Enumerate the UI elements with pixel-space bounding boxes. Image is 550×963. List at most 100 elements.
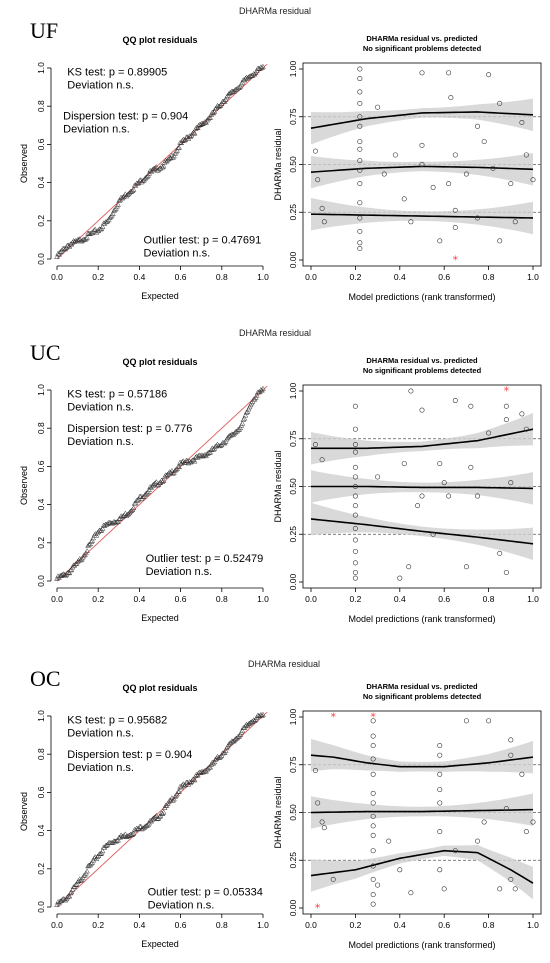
resid-y-tick-label: 0.75	[288, 108, 298, 125]
qq-point	[171, 796, 177, 802]
qq-x-tick-label: 0.6	[175, 594, 187, 604]
qq-point	[128, 507, 135, 513]
resid-point	[370, 863, 376, 869]
resid-point	[486, 430, 492, 436]
qq-y-tick-label: 1.0	[36, 384, 46, 396]
qq-point	[243, 409, 250, 415]
qq-point	[171, 153, 177, 159]
qq-point	[135, 179, 142, 185]
qq-point	[160, 477, 167, 483]
panel-label: UF	[30, 18, 58, 43]
qq-point	[226, 741, 232, 747]
qq-y-tick-label: 0.6	[36, 460, 46, 472]
qq-x-tick-label: 0.0	[51, 594, 63, 604]
qq-point	[66, 893, 73, 899]
resid-point	[321, 219, 327, 225]
qq-point	[115, 201, 121, 207]
qq-test-deviation: Deviation n.s.	[67, 762, 134, 774]
resid-x-tick-label: 0.0	[305, 272, 317, 282]
qq-title: QQ plot residuals	[122, 683, 197, 693]
resid-point	[352, 548, 358, 554]
qq-point	[222, 96, 229, 102]
resid-title: DHARMa residual vs. predicted	[366, 682, 478, 691]
qq-point	[103, 521, 110, 527]
qq-point	[139, 826, 145, 832]
qq-point	[89, 537, 96, 543]
resid-point	[357, 215, 363, 221]
resid-x-label: Model predictions (rank transformed)	[348, 940, 495, 950]
qq-point	[170, 470, 176, 476]
qq-point	[230, 88, 236, 94]
qq-point	[132, 500, 139, 506]
resid-quantile-line	[310, 808, 534, 814]
qq-point	[60, 895, 67, 901]
qq-point	[207, 764, 214, 770]
qq-y-tick-label: 0.6	[36, 138, 46, 150]
qq-point	[73, 881, 80, 887]
resid-point	[370, 733, 376, 739]
resid-point	[375, 104, 381, 110]
qq-point	[130, 505, 137, 511]
qq-x-tick-label: 0.6	[175, 920, 187, 930]
resid-point	[312, 148, 318, 154]
qq-point	[136, 493, 143, 499]
resid-point	[523, 426, 529, 432]
qq-point	[205, 116, 211, 122]
qq-point	[87, 231, 93, 237]
qq-title: QQ plot residuals	[122, 35, 197, 45]
qq-y-label: Observed	[19, 466, 29, 505]
qq-x-tick-label: 0.4	[133, 920, 145, 930]
resid-y-tick-label: 1.00	[288, 382, 298, 399]
resid-point	[497, 550, 503, 556]
resid-point	[352, 426, 358, 432]
qq-point	[239, 727, 246, 733]
resid-point	[321, 825, 327, 831]
resid-point	[370, 771, 376, 777]
qq-point	[62, 572, 69, 578]
super-title: DHARMa residual	[239, 6, 311, 16]
resid-title: DHARMa residual vs. predicted	[366, 34, 478, 43]
qq-x-tick-label: 0.2	[92, 594, 104, 604]
qq-test-result: KS test: p = 0.89905	[67, 67, 167, 79]
qq-point	[165, 470, 172, 476]
qq-test-result: Dispersion test: p = 0.904	[67, 749, 192, 761]
resid-point	[357, 66, 363, 72]
qq-point	[181, 782, 188, 788]
qq-point	[93, 229, 100, 235]
resid-point	[486, 72, 492, 78]
resid-point	[415, 503, 421, 509]
qq-point	[259, 712, 265, 718]
resid-point	[357, 114, 363, 120]
resid-point	[519, 119, 525, 125]
qq-point	[143, 823, 149, 829]
resid-point	[419, 70, 425, 76]
qq-point	[67, 890, 74, 896]
resid-y-tick-label: 0.25	[288, 852, 298, 869]
qq-point	[232, 87, 238, 93]
resid-quantile-line	[310, 111, 534, 129]
qq-y-tick-label: 0.8	[36, 422, 46, 434]
resid-point	[512, 219, 518, 225]
resid-point	[408, 890, 414, 896]
resid-y-tick-label: 0.25	[288, 204, 298, 221]
qq-point	[176, 464, 182, 470]
resid-point	[474, 493, 480, 499]
qq-x-tick-label: 1.0	[257, 594, 269, 604]
qq-point	[181, 137, 188, 143]
qq-point	[237, 731, 244, 737]
qq-test-deviation: Deviation n.s.	[148, 900, 215, 912]
qq-point	[97, 226, 104, 232]
qq-y-tick-label: 0.6	[36, 786, 46, 798]
resid-point	[490, 165, 496, 171]
resid-point	[446, 493, 452, 499]
resid-point	[437, 752, 443, 758]
super-title: DHARMa residual	[248, 659, 320, 669]
qq-point	[62, 897, 69, 903]
resid-point	[508, 480, 514, 486]
resid-x-tick-label: 1.0	[527, 920, 539, 930]
resid-point	[419, 493, 425, 499]
resid-point	[352, 464, 358, 470]
resid-quantile-line	[310, 754, 534, 768]
qq-test-deviation: Deviation n.s.	[144, 248, 211, 260]
resid-point	[315, 177, 321, 183]
